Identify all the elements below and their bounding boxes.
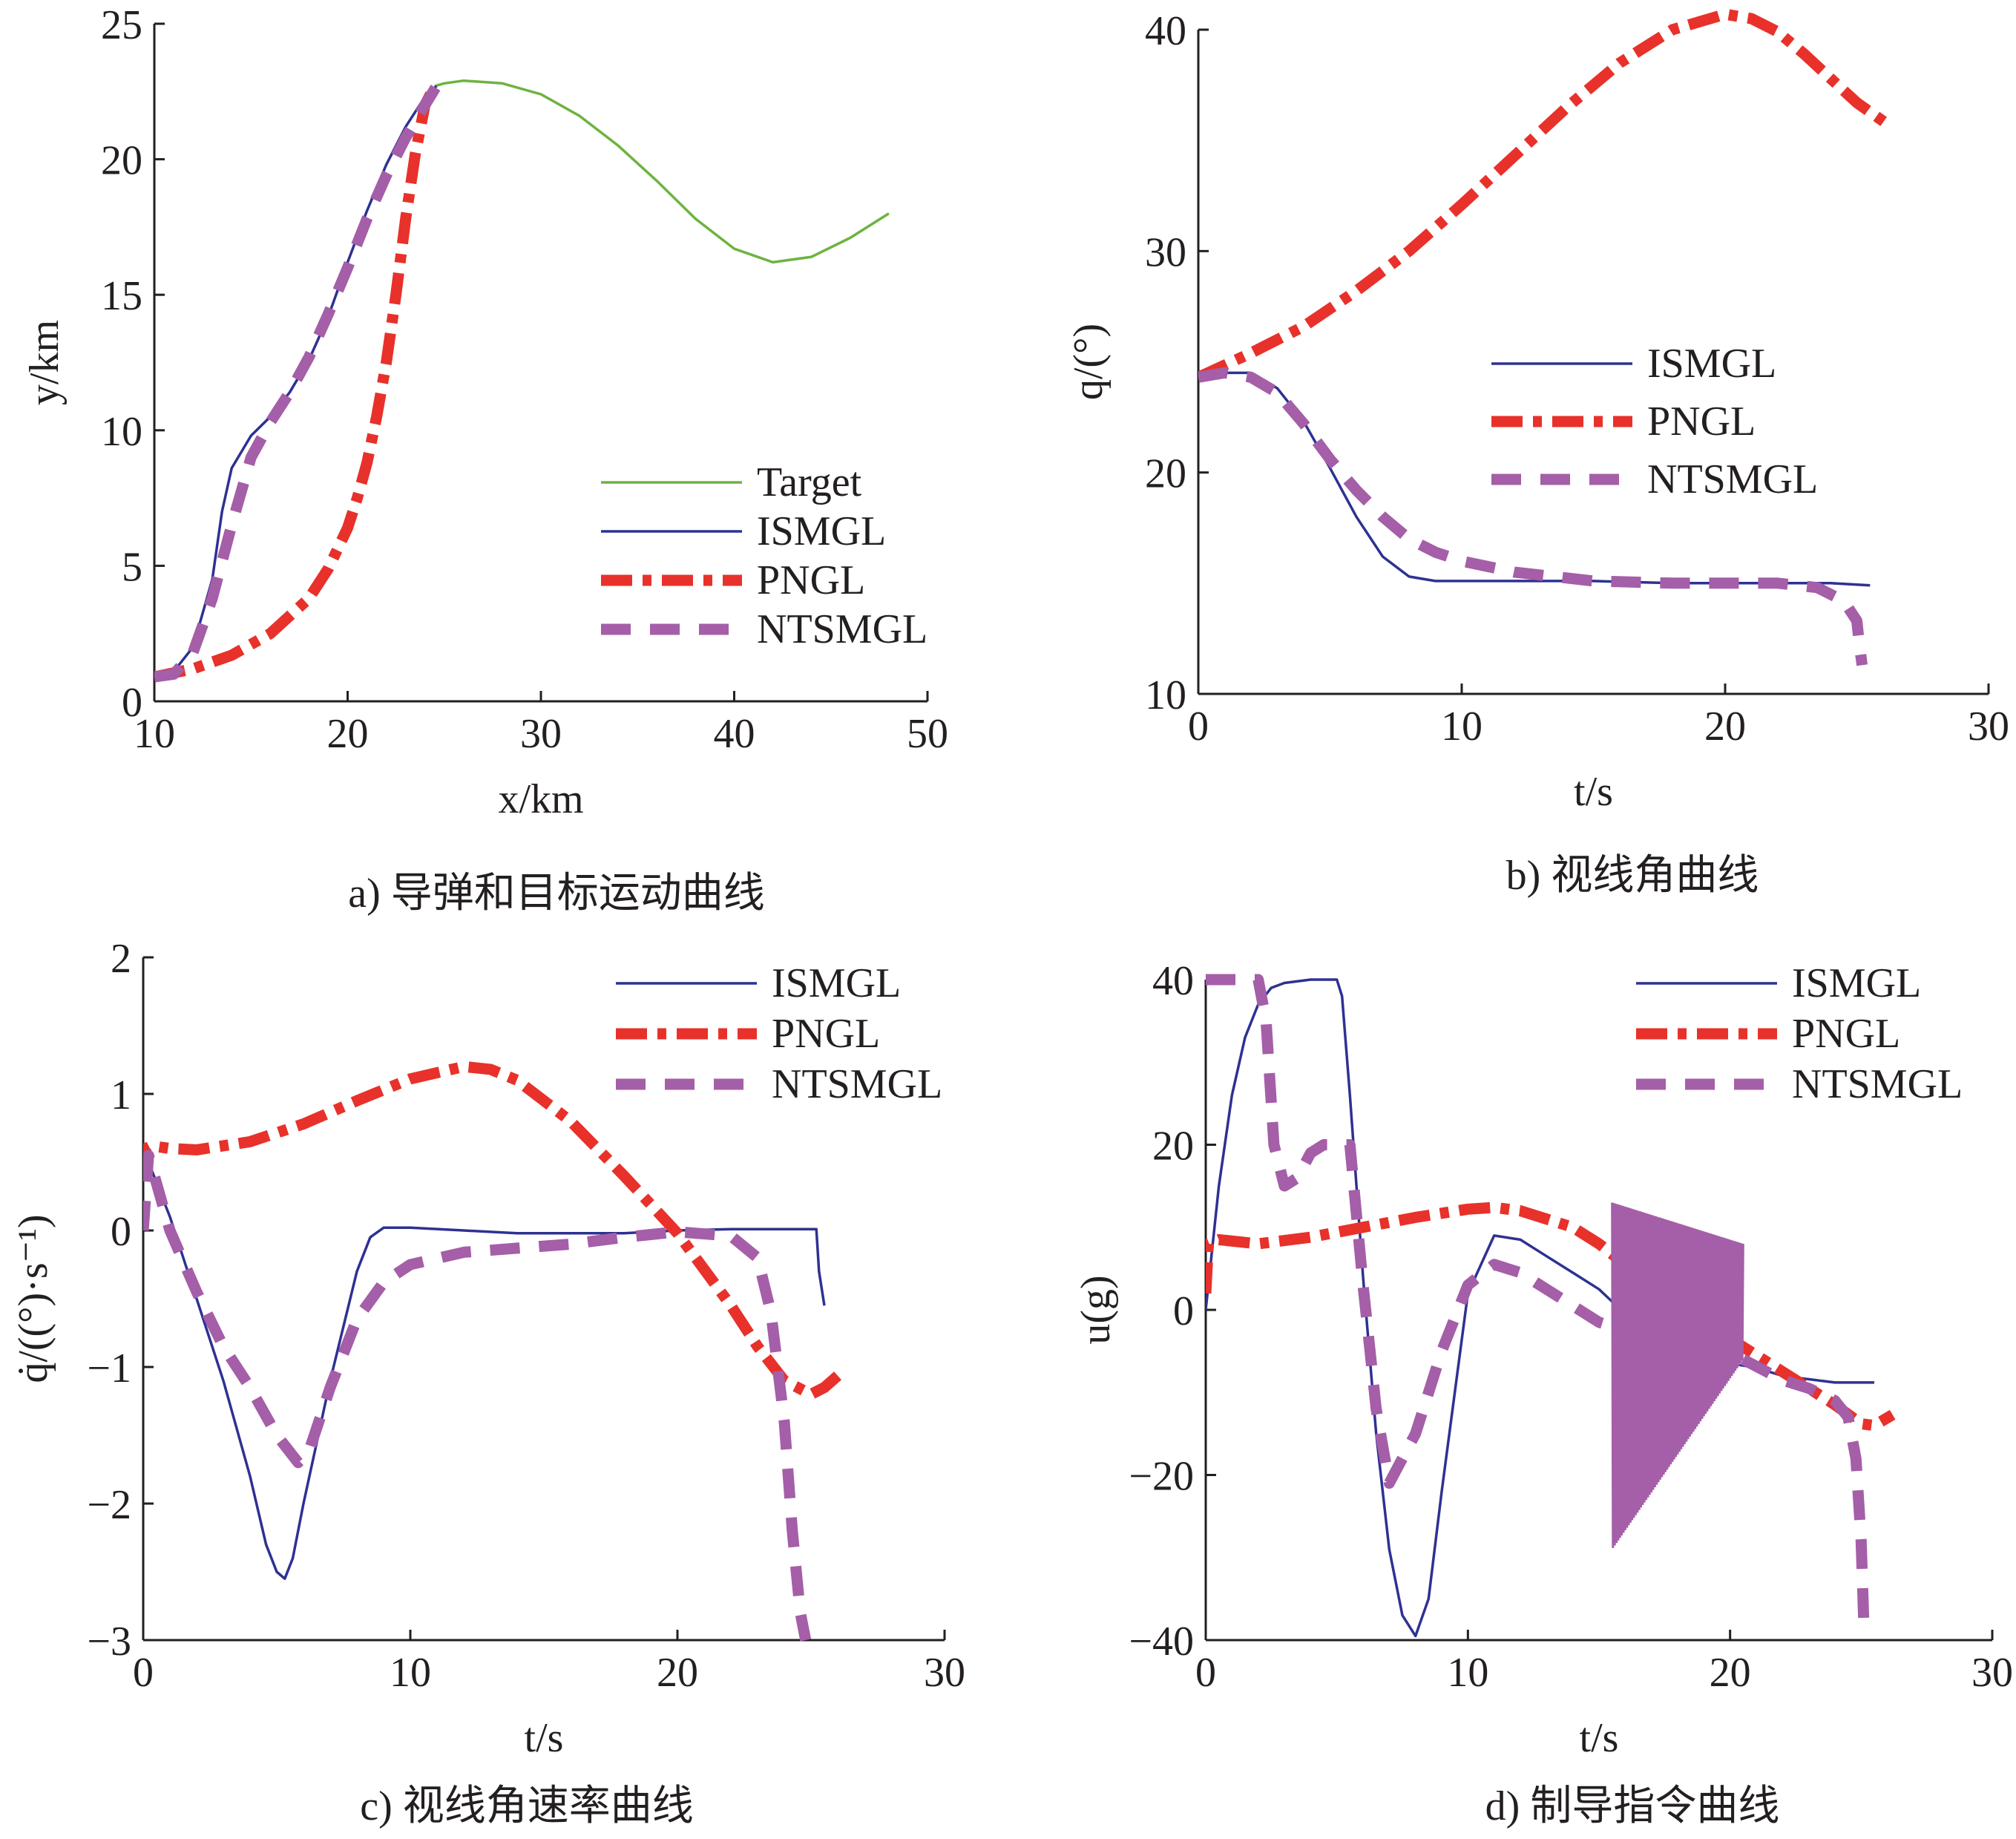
y-tick-label: 40	[1145, 8, 1186, 54]
caption-a: a) 导弹和目标运动曲线	[348, 871, 765, 917]
x-tick-label: 30	[924, 1650, 965, 1696]
x-tick-label: 0	[1188, 704, 1209, 750]
x-tick-label: 10	[390, 1650, 431, 1696]
caption-d: d) 制导指令曲线	[1485, 1783, 1780, 1829]
x-tick-label: 20	[1710, 1650, 1751, 1696]
y-tick-label: 10	[101, 409, 142, 455]
caption-c: c) 视线角速率曲线	[360, 1783, 694, 1829]
series-line-ntsmgl	[1198, 367, 1868, 666]
y-tick-label: 25	[101, 2, 142, 48]
y-tick-label: 5	[122, 544, 142, 590]
caption-b: b) 视线角曲线	[1506, 853, 1759, 899]
series-line-pngl	[1198, 8, 1892, 383]
legend-label-ismgl: ISMGL	[1647, 341, 1776, 387]
legend-label-pngl: PNGL	[1792, 1011, 1900, 1057]
y-axis-title: y/km	[22, 320, 68, 405]
x-tick-label: 30	[1968, 704, 2009, 750]
y-tick-label: 1	[111, 1072, 131, 1118]
y-tick-label: 30	[1145, 229, 1186, 275]
series-line-ismgl	[143, 1147, 826, 1580]
x-tick-label: 20	[657, 1650, 698, 1696]
x-tick-label: 0	[1195, 1650, 1216, 1696]
series-line-ismgl	[154, 85, 438, 678]
chart-panel-c: 0 10 20 30 −3 −2 −1 0 1 2 t/s q̇/((°)·s⁻¹) ISMGL PNGL…	[0, 920, 987, 1761]
x-tick-label: 0	[133, 1650, 154, 1696]
series-tail-ntsmgl	[1740, 1354, 1870, 1625]
x-tick-label: 10	[1447, 1650, 1488, 1696]
legend-label-pngl: PNGL	[772, 1011, 880, 1057]
chart-panel-b: 0 10 20 30 10 20 30 40 t/s q/(°) ISMGL PNGL NTSMGL	[1031, 0, 2011, 824]
x-tick-label: 30	[1971, 1650, 2013, 1696]
x-tick-label: 10	[1441, 704, 1483, 750]
series-line-target	[434, 79, 890, 264]
y-tick-label: 2	[111, 936, 131, 982]
series-line-ntsmgl	[143, 1150, 812, 1642]
series-line-pngl	[154, 83, 440, 683]
series-line-ntsmgl	[154, 83, 441, 683]
chart-panel-d: 0 10 20 30 −40 −20 0 20 40 t/s u(g) ISMGL PNGL NTSMGL	[1031, 920, 2013, 1761]
x-tick-label: 20	[327, 711, 369, 757]
series-group	[1206, 974, 1896, 1638]
legend-label-pngl: PNGL	[1647, 399, 1756, 445]
x-tick-label: 10	[134, 711, 175, 757]
y-tick-label: −40	[1129, 1619, 1194, 1665]
y-axis-title: u(g)	[1073, 1275, 1119, 1344]
series-group	[143, 1061, 847, 1642]
x-tick-label: 20	[1704, 704, 1746, 750]
legend-label-ismgl: ISMGL	[757, 508, 886, 554]
legend-label-ntsmgl: NTSMGL	[757, 606, 927, 652]
series-line-ntsmgl	[1206, 974, 1614, 1489]
y-tick-label: 20	[101, 138, 142, 184]
chart-panel-a: 10 20 30 40 50 0 5 10 15 20 25 x/km y/km Target ISMGL P…	[0, 0, 987, 824]
x-tick-label: 40	[714, 711, 755, 757]
y-tick-label: 0	[111, 1209, 131, 1255]
series-group	[1198, 8, 1892, 666]
legend-label-ntsmgl: NTSMGL	[1792, 1061, 1963, 1107]
legend-label-ismgl: ISMGL	[1792, 960, 1921, 1006]
y-tick-label: −3	[87, 1619, 131, 1665]
y-tick-label: 10	[1145, 672, 1186, 718]
y-tick-label: 0	[1173, 1288, 1194, 1334]
x-axis-title: x/km	[498, 776, 583, 822]
y-tick-label: −20	[1129, 1454, 1194, 1500]
series-group	[154, 79, 890, 683]
legend-label-ntsmgl: NTSMGL	[772, 1061, 942, 1107]
x-axis-title: t/s	[1580, 1715, 1619, 1761]
y-tick-label: −2	[87, 1482, 131, 1528]
series-line-pngl	[1206, 1202, 1896, 1432]
y-tick-label: 20	[1145, 451, 1186, 497]
y-axis-title: q/(°)	[1066, 324, 1112, 400]
y-tick-label: 15	[101, 273, 142, 319]
series-line-pngl	[143, 1061, 847, 1400]
legend-label-pngl: PNGL	[757, 557, 865, 603]
legend-label-target: Target	[757, 459, 862, 505]
y-tick-label: 0	[122, 680, 142, 726]
y-tick-label: 20	[1152, 1124, 1194, 1170]
y-tick-label: 40	[1152, 958, 1194, 1004]
series-line-ismgl	[1206, 978, 1874, 1638]
legend-label-ismgl: ISMGL	[772, 960, 901, 1006]
x-axis-title: t/s	[525, 1715, 564, 1761]
y-axis-title: q̇/((°)·s⁻¹)	[10, 1214, 56, 1383]
chart-a-svg: 10 20 30 40 50 0 5 10 15 20 25 x/km y/km TargetISMGLP…	[22, 2, 948, 822]
y-tick-label: −1	[87, 1345, 131, 1391]
chart-c-svg: 0 10 20 30 −3 −2 −1 0 1 2 t/s q̇/((°)·s⁻¹) ISMGL PNGL…	[10, 936, 965, 1761]
x-tick-label: 50	[907, 711, 948, 757]
series-oscillation-ntsmgl	[1611, 1202, 1744, 1548]
legend-label-ntsmgl: NTSMGL	[1647, 456, 1818, 502]
x-axis-title: t/s	[1574, 769, 1613, 815]
x-tick-label: 30	[520, 711, 562, 757]
